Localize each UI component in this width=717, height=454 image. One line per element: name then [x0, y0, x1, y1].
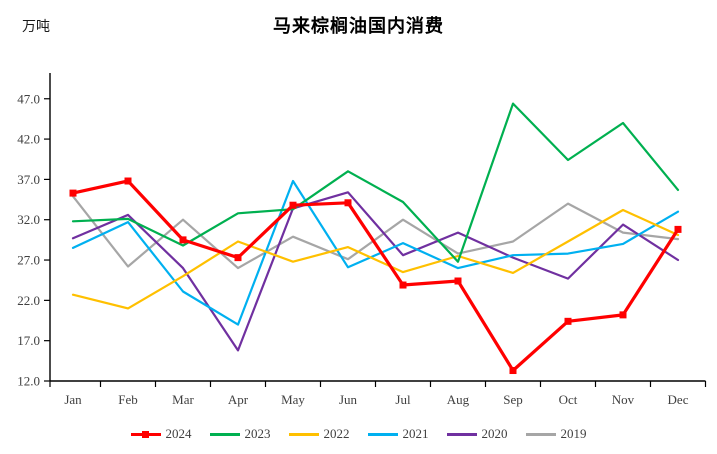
y-axis-unit-label: 万吨: [22, 20, 50, 35]
y-tick-label: 17.0: [17, 333, 40, 348]
y-tick-label: 32.0: [17, 212, 40, 227]
marker-2024: [289, 201, 297, 209]
marker-2024: [124, 177, 132, 185]
series-line-2020: [71, 191, 680, 352]
legend-item-2021: 2021: [367, 426, 429, 442]
y-tick-label: 22.0: [17, 293, 40, 308]
y-tick-label: 12.0: [17, 374, 40, 389]
legend-line-swatch-2020: [446, 430, 477, 439]
marker-2024: [564, 317, 572, 325]
marker-2024: [399, 281, 407, 289]
x-tick-label: Jul: [395, 392, 411, 407]
marker-2024: [234, 254, 242, 262]
marker-2024: [454, 277, 462, 285]
x-tick-label: Jan: [64, 392, 82, 407]
plot-area: 12.0 17.0 22.0 27.0 32.0 37.0 42.0 47.0 Jan Feb Ma…: [17, 73, 707, 407]
x-tick-label: Feb: [118, 392, 138, 407]
y-tick-label: 42.0: [17, 132, 40, 147]
marker-2024: [674, 225, 682, 233]
legend-line-swatch-2023: [209, 430, 240, 439]
marker-2024: [509, 367, 517, 375]
legend-label: 2022: [323, 426, 350, 441]
x-tick-label: Oct: [559, 392, 578, 407]
x-tick-label: Apr: [228, 392, 249, 407]
legend-line-swatch-2022: [288, 430, 319, 439]
x-tick-label: Jun: [339, 392, 358, 407]
series-line-2022: [71, 208, 680, 310]
x-tick-label: Aug: [447, 392, 470, 407]
legend-label: 2019: [560, 426, 587, 441]
x-tick-label: Mar: [172, 392, 194, 407]
legend-label: 2021: [402, 426, 429, 441]
legend-line-swatch-2021: [367, 430, 398, 439]
series-line-2023: [71, 102, 680, 263]
x-tick-label: Nov: [612, 392, 635, 407]
legend-item-2024: 2024: [130, 426, 192, 442]
marker-2024: [69, 189, 77, 197]
legend-item-2023: 2023: [209, 426, 271, 442]
x-tick-label: Sep: [503, 392, 523, 407]
x-tick-label: Dec: [668, 392, 689, 407]
marker-2024: [344, 199, 352, 207]
series-line-2021: [71, 179, 680, 326]
legend-item-2019: 2019: [525, 426, 587, 442]
legend-label: 2023: [244, 426, 271, 441]
series-line-2024: [71, 179, 680, 373]
marker-2024: [619, 311, 627, 319]
legend-item-2020: 2020: [446, 426, 508, 442]
legend-line-swatch-2024: [130, 430, 161, 439]
marker-2024: [179, 236, 187, 244]
chart-title: 马来棕榈油国内消费: [273, 16, 444, 36]
legend-item-2022: 2022: [288, 426, 350, 442]
x-tick-label: May: [281, 392, 305, 407]
legend-label: 2020: [481, 426, 508, 441]
y-tick-label: 37.0: [17, 172, 40, 187]
legend-label: 2024: [165, 426, 192, 441]
y-tick-label: 27.0: [17, 253, 40, 268]
series-line-2019: [71, 195, 680, 270]
y-tick-label: 47.0: [17, 91, 40, 106]
legend-line-swatch-2019: [525, 430, 556, 439]
legend: 2024 2023 2022 2021 2020 2019: [0, 426, 717, 442]
